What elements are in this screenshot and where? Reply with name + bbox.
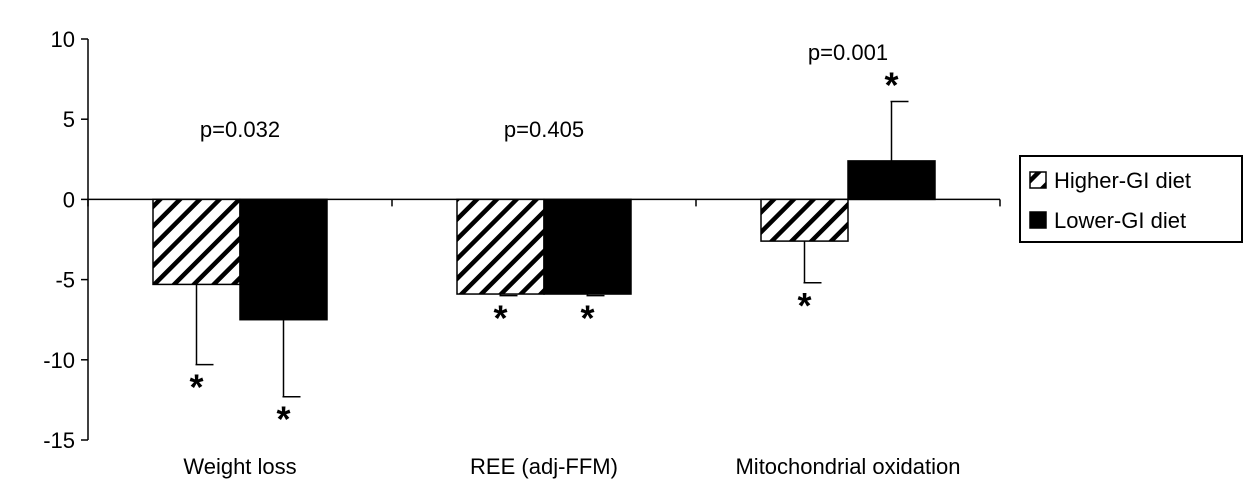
y-axis: 10 5 0 -5 -10 -15 [43, 27, 89, 453]
legend-swatch-lower-gi [1029, 211, 1047, 229]
category-label: Weight loss [183, 454, 296, 479]
significance-star: * [884, 65, 898, 106]
bar-lower-gi [239, 198, 328, 321]
legend: Higher-GI diet Lower-GI diet [1019, 155, 1243, 243]
p-value-labels: p=0.032 p=0.405 p=0.001 [200, 40, 888, 142]
error-bars [195, 100, 909, 398]
significance-star: * [493, 298, 507, 339]
bar-higher-gi [456, 198, 545, 295]
bar-higher-gi [152, 198, 241, 286]
legend-label-lower-gi: Lower-GI diet [1054, 208, 1186, 233]
significance-markers: * * * * * * [189, 65, 898, 440]
significance-star: * [797, 285, 811, 326]
legend-frame [1019, 155, 1243, 243]
y-tick-label: -5 [55, 268, 75, 293]
bar-lower-gi [847, 160, 936, 201]
category-labels: Weight loss REE (adj-FFM) Mitochondrial ox… [183, 454, 960, 479]
significance-star: * [580, 298, 594, 339]
p-value-label: p=0.405 [504, 117, 584, 142]
bar-lower-gi [543, 198, 632, 295]
significance-star: * [276, 399, 290, 440]
y-tick-label: -10 [43, 348, 75, 373]
y-tick-label: 0 [63, 187, 75, 212]
y-tick-label: 5 [63, 107, 75, 132]
legend-label-higher-gi: Higher-GI diet [1054, 168, 1191, 193]
p-value-label: p=0.001 [808, 40, 888, 65]
bar-higher-gi [760, 198, 849, 242]
y-tick-label: -15 [43, 428, 75, 453]
category-label: REE (adj-FFM) [470, 454, 618, 479]
legend-swatch-higher-gi [1029, 171, 1047, 189]
y-tick-label: 10 [51, 27, 75, 52]
p-value-label: p=0.032 [200, 117, 280, 142]
bars [152, 160, 936, 321]
significance-star: * [189, 367, 203, 408]
category-label: Mitochondrial oxidation [735, 454, 960, 479]
